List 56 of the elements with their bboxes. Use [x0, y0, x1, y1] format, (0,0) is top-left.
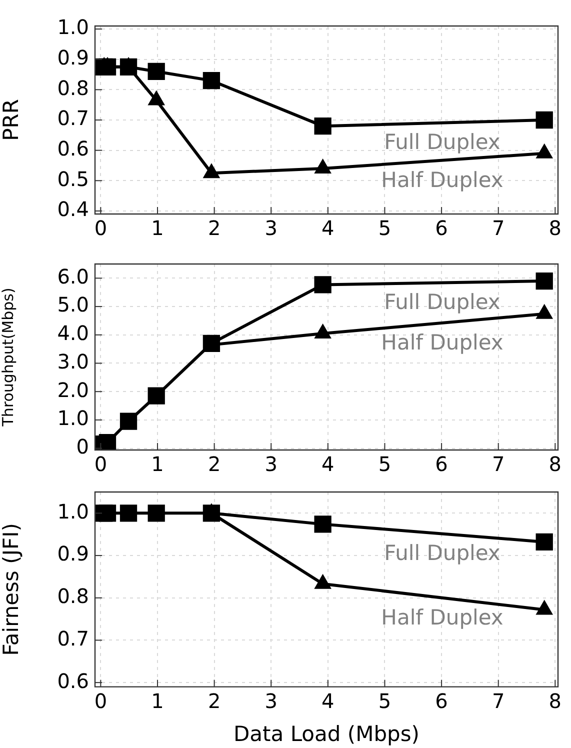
- x-tick-label: 8: [548, 452, 562, 476]
- x-tick-label: 3: [264, 689, 278, 714]
- y-tick-label: 0.7: [57, 106, 89, 130]
- series-label: Half Duplex: [381, 330, 504, 354]
- x-tick-label: 5: [378, 216, 392, 240]
- x-tick-label: 3: [264, 216, 278, 240]
- series-label: Full Duplex: [384, 541, 500, 566]
- y-tick-label: 0.6: [57, 136, 89, 161]
- x-tick-label: 4: [322, 452, 334, 476]
- y-tick-label: 0.9: [57, 46, 89, 70]
- x-tick-label: 4: [322, 689, 334, 714]
- x-tick-label: 8: [548, 216, 562, 240]
- x-tick-label: 1: [151, 216, 164, 240]
- x-tick-label: 5: [378, 452, 392, 476]
- y-axis-title: Throughput(Mbps): [0, 288, 17, 428]
- y-tick-label: 1.0: [57, 15, 89, 40]
- x-tick-label: 6: [435, 216, 448, 240]
- y-tick-label: 0.7: [57, 626, 89, 650]
- y-tick-label: 1.0: [57, 499, 89, 524]
- series-label: Full Duplex: [384, 290, 500, 314]
- x-tick-label: 2: [208, 216, 221, 240]
- x-tick-label: 4: [322, 216, 334, 240]
- y-tick-label: 0.5: [57, 166, 89, 191]
- y-tick-label: 4.0: [57, 321, 89, 346]
- series-label: Half Duplex: [381, 168, 504, 192]
- x-tick-label: 7: [492, 689, 505, 714]
- x-tick-label: 7: [492, 452, 505, 476]
- x-tick-label: 2: [208, 452, 221, 476]
- y-tick-label: 6.0: [57, 264, 89, 288]
- x-tick-label: 0: [94, 452, 108, 476]
- x-tick-label: 1: [151, 452, 164, 476]
- x-axis-title: Data Load (Mbps): [234, 722, 420, 746]
- y-axis-title: PRR: [0, 99, 24, 141]
- y-tick-label: 1.0: [57, 406, 89, 430]
- y-tick-label: 0.8: [57, 584, 89, 608]
- x-tick-label: 1: [151, 689, 164, 714]
- x-tick-label: 7: [492, 216, 505, 240]
- y-tick-label: 2.0: [57, 378, 89, 402]
- x-tick-label: 0: [94, 689, 108, 714]
- y-axis-title: Fairness (JFI): [0, 523, 24, 656]
- x-tick-label: 3: [264, 452, 278, 476]
- x-tick-label: 5: [378, 689, 392, 714]
- y-tick-label: 0.9: [57, 542, 89, 566]
- x-tick-label: 0: [94, 216, 108, 240]
- y-tick-label: 0: [76, 434, 89, 458]
- y-tick-label: 3.0: [57, 349, 89, 374]
- y-tick-label: 5.0: [57, 292, 89, 317]
- y-tick-label: 0.8: [57, 76, 89, 100]
- series-label: Half Duplex: [381, 605, 504, 630]
- y-tick-label: 0.6: [57, 668, 89, 693]
- y-tick-label: 0.4: [57, 197, 89, 222]
- x-tick-label: 8: [548, 689, 562, 714]
- x-tick-label: 6: [435, 689, 448, 714]
- x-tick-label: 2: [208, 689, 221, 714]
- series-label: Full Duplex: [384, 130, 500, 154]
- x-tick-label: 6: [435, 452, 448, 476]
